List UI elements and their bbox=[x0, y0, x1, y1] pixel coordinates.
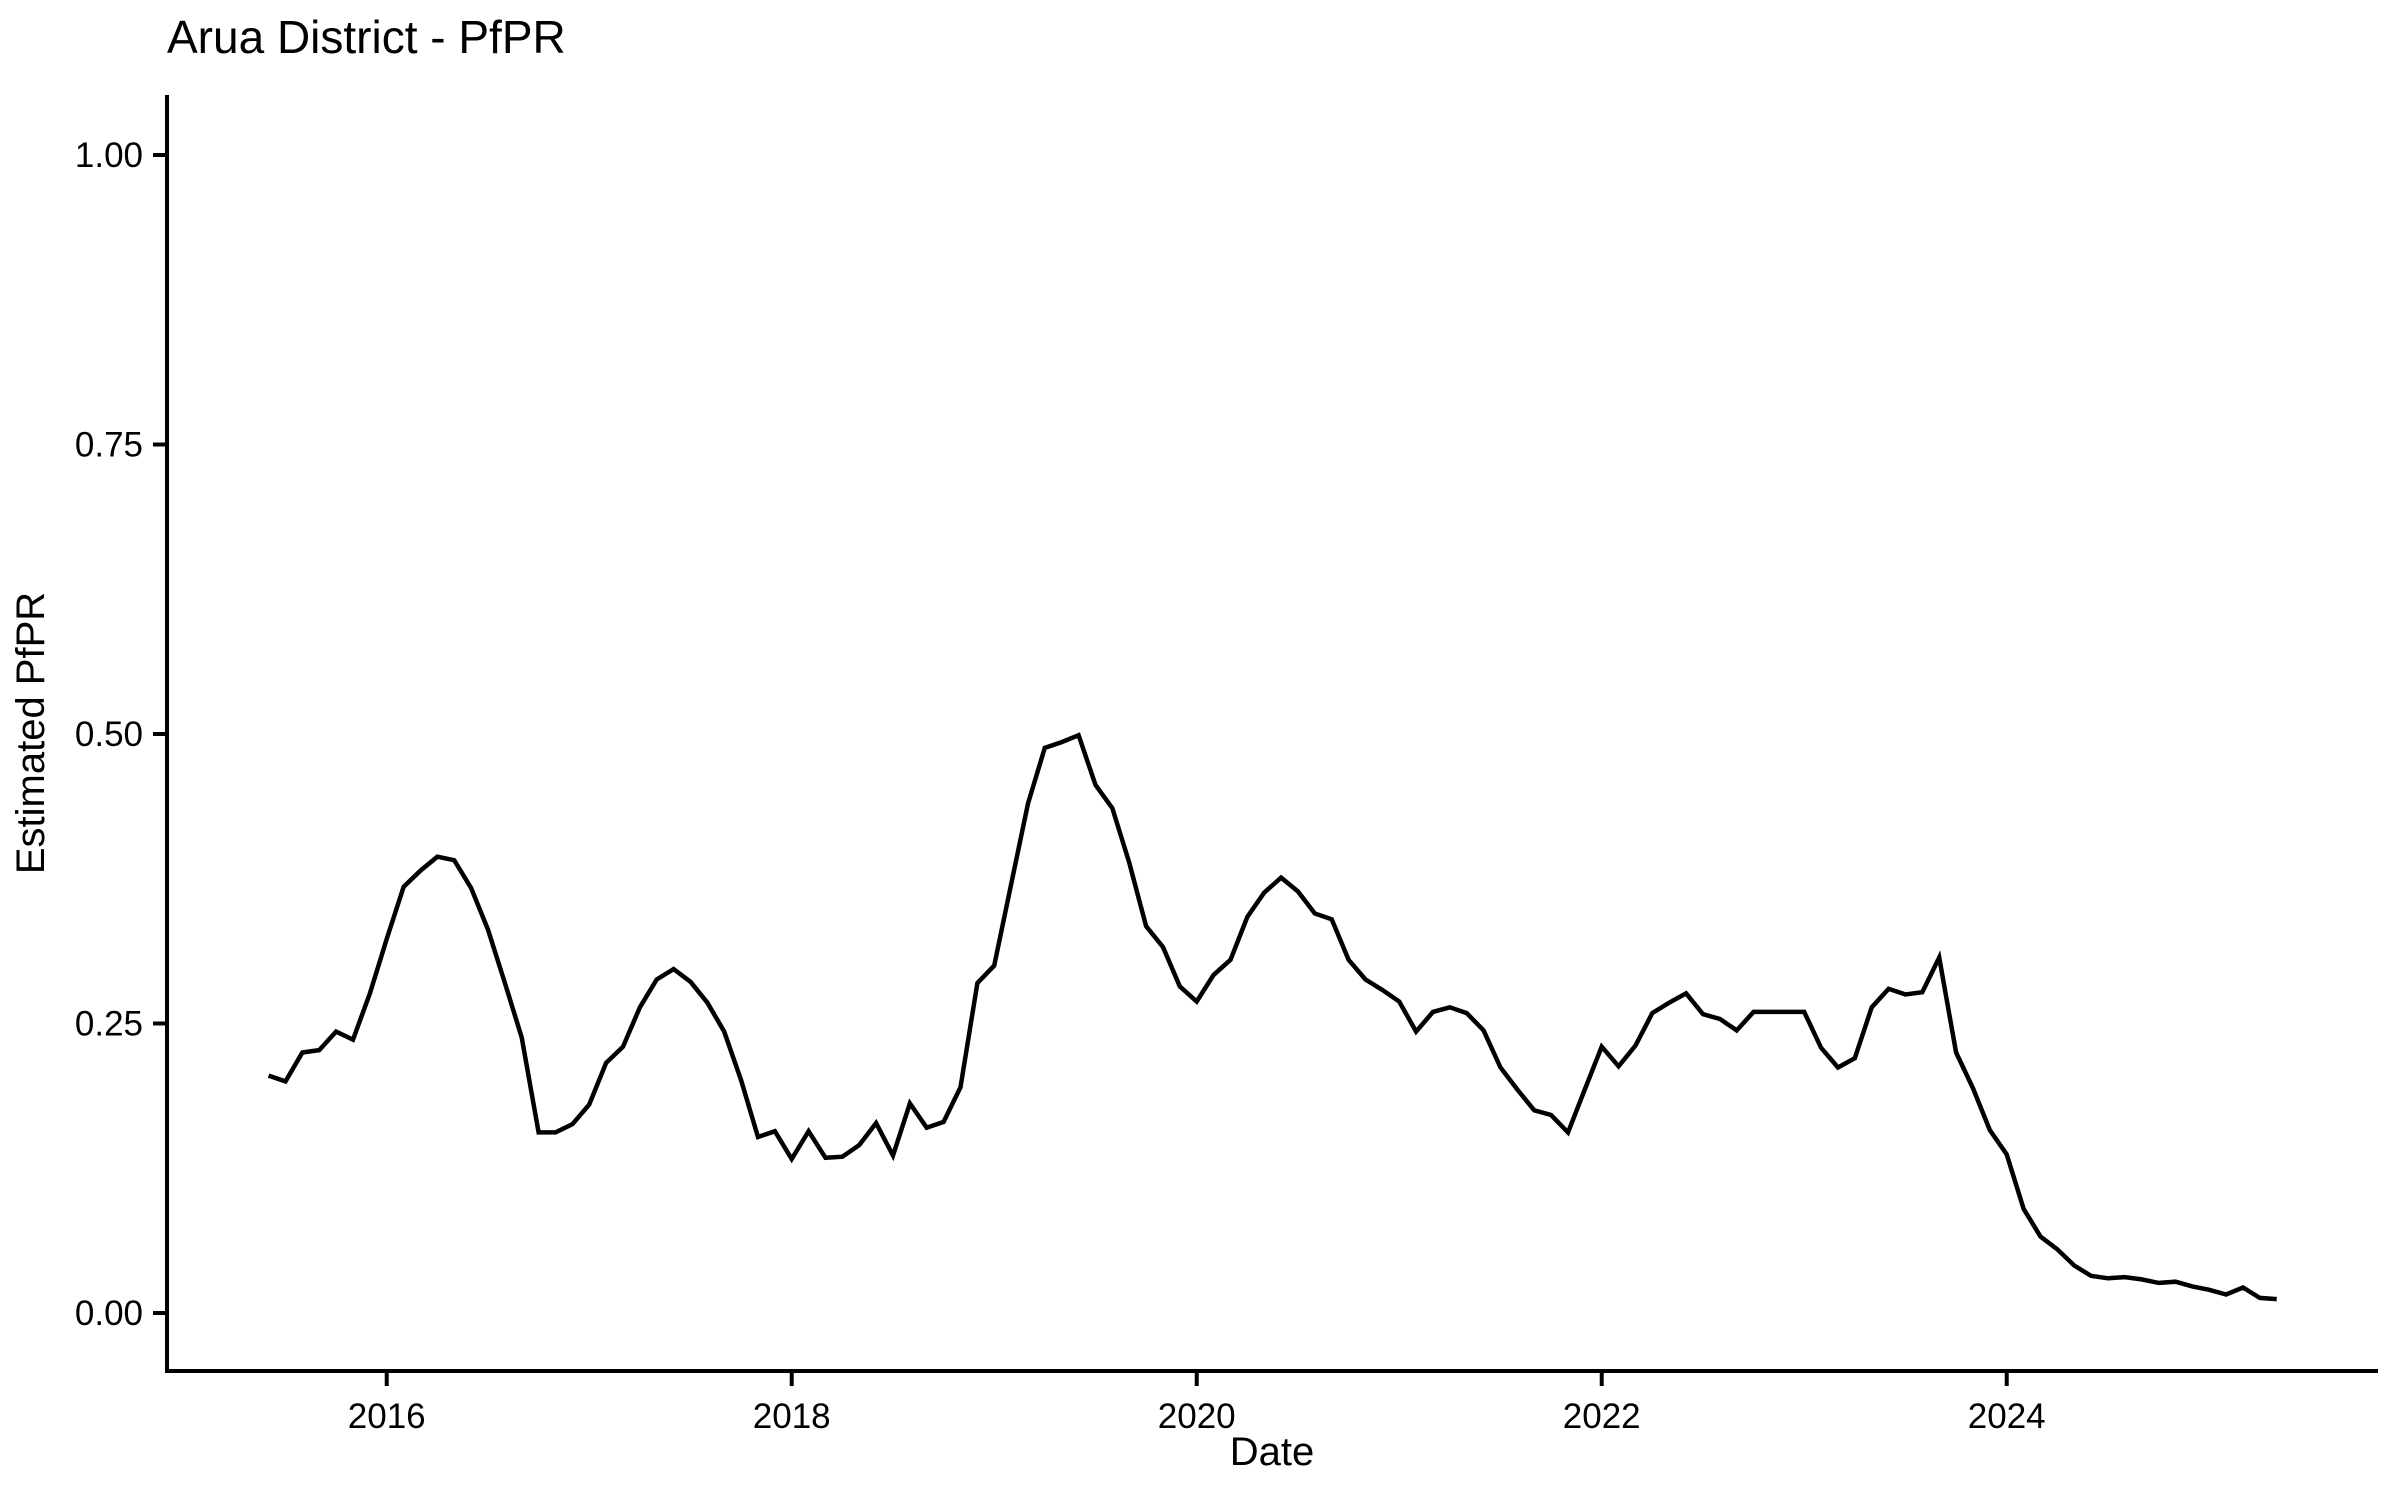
x-tick-label: 2018 bbox=[753, 1397, 831, 1436]
y-tick-group: 1.00 0.75 0.50 0.25 0.00 bbox=[75, 136, 167, 1333]
chart-title: Arua District - PfPR bbox=[167, 11, 566, 63]
y-axis-title: Estimated PfPR bbox=[9, 592, 53, 874]
y-tick-label: 0.50 bbox=[75, 715, 143, 754]
x-axis: 2016 2018 2020 2022 2024 bbox=[165, 1369, 2378, 1436]
pfpr-line-series bbox=[267, 732, 2277, 1302]
x-tick-label: 2020 bbox=[1158, 1397, 1236, 1436]
x-axis-title: Date bbox=[1230, 1430, 1315, 1474]
y-tick-label: 0.00 bbox=[75, 1294, 143, 1333]
x-tick-label: 2016 bbox=[348, 1397, 426, 1436]
x-tick-group: 2016 2018 2020 2022 2024 bbox=[348, 1371, 2046, 1436]
x-tick-label: 2024 bbox=[1968, 1397, 2046, 1436]
x-tick-label: 2022 bbox=[1563, 1397, 1641, 1436]
y-tick-label: 0.75 bbox=[75, 426, 143, 465]
y-axis: 1.00 0.75 0.50 0.25 0.00 bbox=[75, 95, 169, 1373]
y-tick-label: 0.25 bbox=[75, 1005, 143, 1044]
y-tick-label: 1.00 bbox=[75, 136, 143, 175]
series-group bbox=[267, 732, 2277, 1302]
